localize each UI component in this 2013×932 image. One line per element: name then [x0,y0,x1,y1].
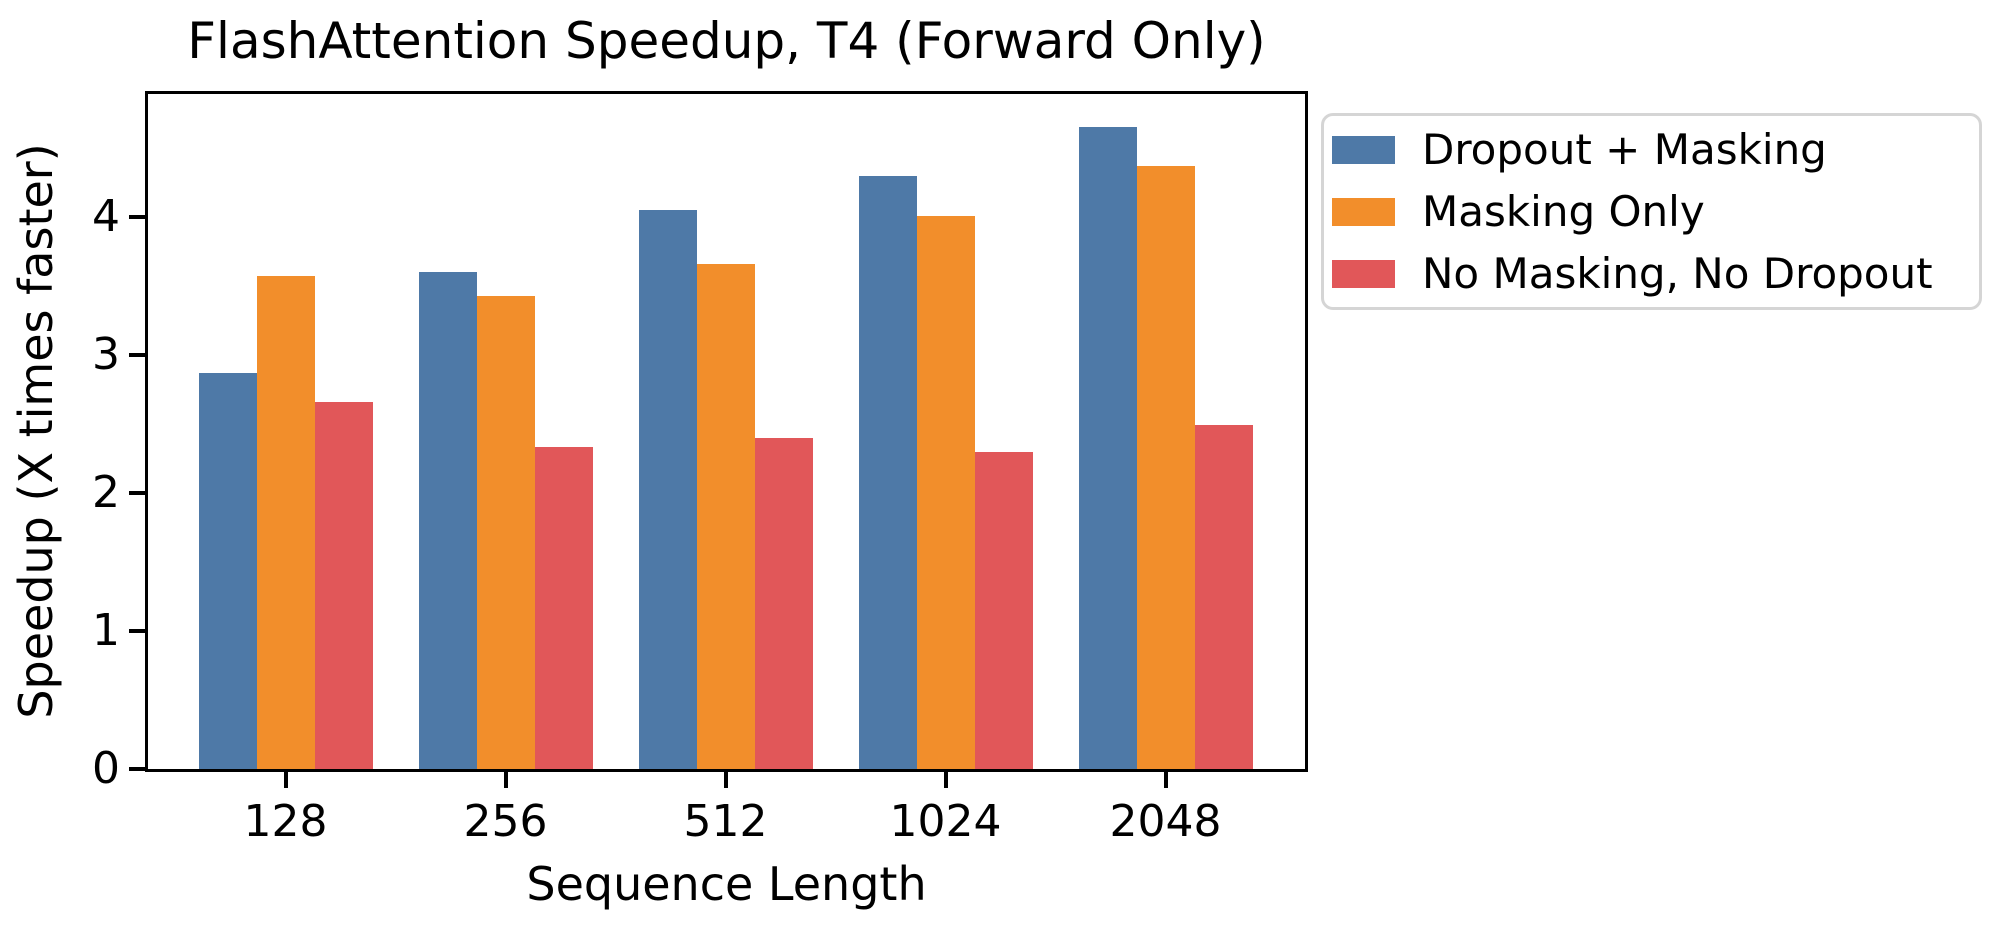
y-tick-label-4: 4 [92,191,120,242]
legend-swatch-icon [1332,135,1395,164]
x-tick-label-2048: 2048 [1109,796,1222,847]
legend: Dropout + Masking Masking Only No Masking,… [1321,113,1982,310]
legend-label: Dropout + Masking [1422,124,1827,174]
x-tick-mark-128 [283,772,288,788]
legend-item: Masking Only [1332,181,1965,243]
bar-no-masking-no-dropout-1024 [974,452,1033,769]
bar-dropout-masking-128 [198,373,257,769]
legend-swatch-icon [1332,259,1395,288]
x-tick-mark-1024 [943,772,948,788]
y-tick-mark-2 [129,491,145,495]
y-tick-label-0: 0 [92,743,120,794]
bar-masking-only-512 [696,264,755,769]
bar-dropout-masking-1024 [858,176,917,769]
y-tick-mark-4 [129,215,145,219]
bar-dropout-masking-2048 [1078,127,1137,769]
legend-item: No Masking, No Dropout [1332,243,1965,305]
x-tick-mark-256 [503,772,508,788]
x-tick-label-1024: 1024 [889,796,1002,847]
y-tick-label-2: 2 [92,467,120,518]
bar-masking-only-1024 [916,216,975,769]
bars-container [148,94,1305,769]
x-axis-label: Sequence Length [526,857,927,911]
legend-swatch-icon [1332,197,1395,226]
legend-label: Masking Only [1422,186,1705,236]
legend-item: Dropout + Masking [1332,119,1965,181]
x-tick-mark-512 [723,772,728,788]
x-tick-label-512: 512 [683,796,768,847]
bar-dropout-masking-512 [638,210,697,769]
y-tick-mark-3 [129,353,145,357]
bar-no-masking-no-dropout-256 [534,447,593,769]
y-axis-label: Speedup (X times faster) [9,143,63,719]
bar-masking-only-128 [256,276,315,769]
bar-no-masking-no-dropout-2048 [1194,425,1253,769]
bar-masking-only-256 [476,296,535,769]
x-tick-mark-2048 [1163,772,1168,788]
bar-no-masking-no-dropout-128 [314,402,373,769]
plot-area [145,91,1308,772]
y-tick-mark-0 [129,767,145,771]
x-tick-label-256: 256 [463,796,548,847]
chart-title: FlashAttention Speedup, T4 (Forward Only… [187,12,1266,70]
y-tick-label-1: 1 [92,605,120,656]
y-tick-label-3: 3 [92,329,120,380]
y-tick-mark-1 [129,629,145,633]
legend-label: No Masking, No Dropout [1422,248,1933,298]
x-tick-label-128: 128 [243,796,328,847]
bar-no-masking-no-dropout-512 [754,438,813,769]
bar-dropout-masking-256 [418,272,477,769]
bar-masking-only-2048 [1136,166,1195,769]
